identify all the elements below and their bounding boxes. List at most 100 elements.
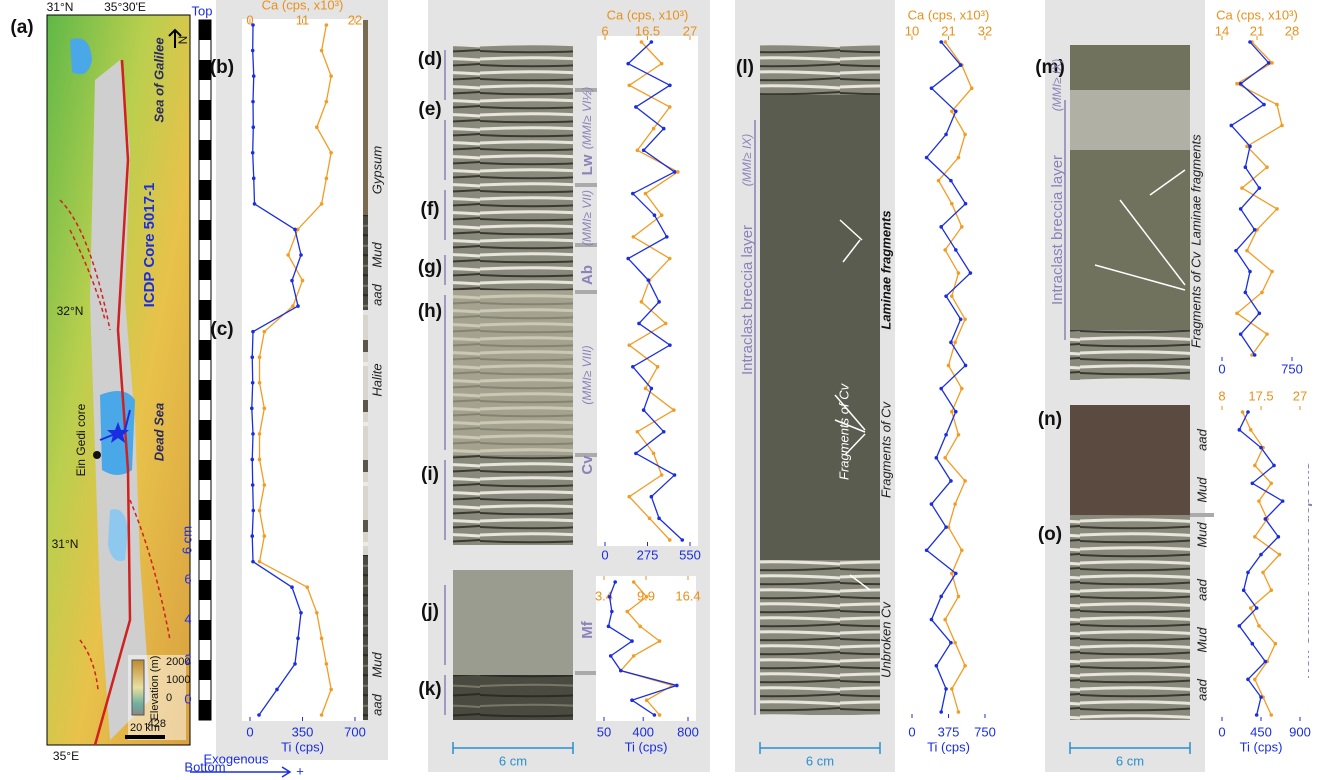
ti-point (1259, 553, 1263, 557)
ca-point (668, 538, 672, 542)
ti-point (1238, 624, 1242, 628)
ti-point (299, 253, 303, 257)
ca-point (291, 304, 295, 308)
unit-label: Lw (579, 154, 596, 175)
scale-block (199, 340, 211, 360)
core-photo (1070, 405, 1190, 515)
ti-point (251, 49, 255, 53)
scale-tick: 4 (184, 611, 191, 626)
ca-point (963, 479, 967, 483)
annotation: Fragments of Cv (1188, 250, 1203, 348)
ti-point (969, 271, 973, 275)
ti-point (1246, 571, 1250, 575)
panel-label: (c) (210, 319, 233, 340)
ca-point (258, 381, 262, 385)
ti-point (1242, 588, 1246, 592)
ti-tick-label: 0 (601, 547, 608, 562)
ti-point (1258, 186, 1262, 190)
panel-label: (b) (210, 57, 234, 78)
ca-point (668, 257, 672, 261)
scale-block (199, 140, 211, 160)
ti-point (626, 62, 630, 66)
ti-tick-label: 700 (344, 724, 366, 739)
ti-point (653, 213, 657, 217)
mmi-label: (MMI≥ VIII) (580, 345, 594, 404)
unit-label: Mud (369, 652, 384, 678)
ca-point (325, 23, 329, 27)
ca-point (970, 86, 974, 90)
panel-label: (g) (418, 257, 442, 278)
ca-point (960, 548, 964, 552)
ti-point (613, 580, 617, 584)
ca-point (1249, 428, 1253, 432)
ti-point (642, 148, 646, 152)
ca-point (1280, 124, 1284, 128)
ca-point (652, 452, 656, 456)
ti-point (646, 278, 650, 282)
unit-label: Gypsum (369, 146, 384, 195)
ca-point (950, 687, 954, 691)
ca-point (329, 74, 333, 78)
unit-label: Ab (579, 265, 596, 285)
legend-title: Elevation (m) (149, 656, 161, 721)
annotation: Laminae fragments (1188, 134, 1203, 246)
depth-scale (199, 20, 211, 720)
ti-point (257, 713, 261, 717)
ti-point (1258, 311, 1262, 315)
scale-top: Top (192, 3, 213, 18)
ca-point (263, 534, 267, 538)
ti-point (930, 618, 934, 622)
ti-point (662, 430, 666, 434)
ti-point (944, 525, 948, 529)
panel-label: (k) (418, 679, 441, 700)
ca-point (636, 430, 640, 434)
core-photo (453, 675, 573, 720)
ca-point (1265, 332, 1269, 336)
scale-block (199, 620, 211, 640)
ca-point (963, 664, 967, 668)
ca-point (301, 279, 305, 283)
coordinate: 35°E (53, 749, 79, 763)
scale-block (199, 580, 211, 600)
scale-block (199, 500, 211, 520)
ti-point (1244, 165, 1248, 169)
ca-point (1275, 103, 1279, 107)
ca-point (329, 688, 333, 692)
ti-point (1239, 82, 1243, 86)
panel-label: (e) (418, 99, 441, 120)
ca-point (963, 133, 967, 137)
ti-point (650, 495, 654, 499)
ca-point (660, 62, 664, 66)
scale-block (199, 380, 211, 400)
ca-point (953, 641, 957, 645)
place-name: Sea of Galilee (151, 37, 166, 122)
scale-block (199, 300, 211, 320)
axis-title: Ca (cps, x10³) (262, 0, 344, 12)
ca-point (1253, 678, 1257, 682)
ti-tick-label: 800 (677, 724, 699, 739)
ca-point (315, 125, 319, 129)
ca-point (1240, 186, 1244, 190)
ca-point (943, 40, 947, 44)
ti-point (634, 105, 638, 109)
ca-point (937, 179, 941, 183)
core-photo (453, 290, 573, 455)
ca-point (1235, 82, 1239, 86)
ca-point (960, 225, 964, 229)
ti-point (290, 279, 294, 283)
ti-point (1253, 353, 1257, 357)
scale-block (199, 20, 211, 40)
ca-point (943, 456, 947, 460)
ti-point (935, 456, 939, 460)
ca-point (286, 253, 290, 257)
unit-label: Mf (579, 620, 596, 638)
legend-bar (132, 660, 144, 715)
ti-point (296, 304, 300, 308)
ti-point (657, 517, 661, 521)
ti-point (1255, 606, 1259, 610)
scale-tick: 2 (184, 651, 191, 666)
scale-label: 20 km (130, 722, 160, 734)
scale-frame (199, 20, 211, 720)
ca-tick-label: 16.4 (675, 588, 700, 603)
ti-tick-label: 0 (1218, 724, 1225, 739)
